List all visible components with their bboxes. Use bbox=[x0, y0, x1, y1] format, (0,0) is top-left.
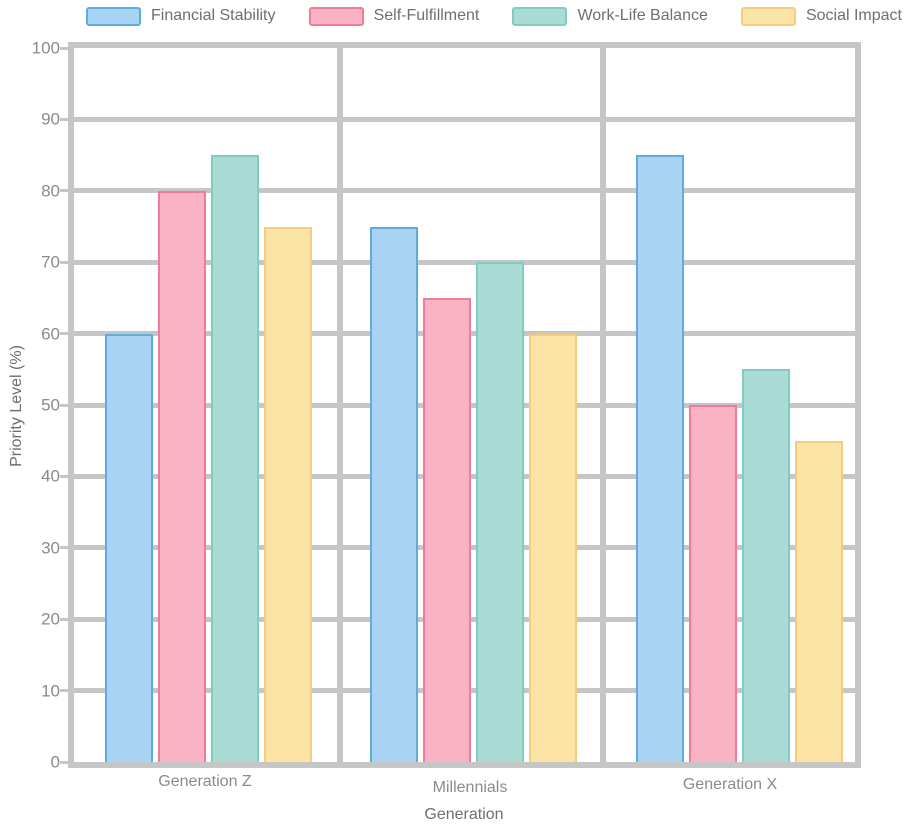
legend-swatch-work-life-balance bbox=[512, 6, 568, 26]
y-tick-label-0: 0 bbox=[50, 752, 60, 772]
bar-generation-z-work-life-balance bbox=[211, 155, 259, 762]
legend-swatch-social-impact bbox=[740, 6, 796, 26]
bar-generation-x-work-life-balance bbox=[742, 369, 790, 762]
legend-item-social-impact: Social Impact bbox=[740, 6, 902, 26]
legend-label-self-fulfillment: Self-Fulfillment bbox=[373, 7, 480, 24]
y-tick-label-100: 100 bbox=[31, 38, 60, 58]
bar-generation-x-social-impact bbox=[795, 440, 843, 762]
y-tick-label-40: 40 bbox=[41, 466, 60, 486]
legend-item-self-fulfillment: Self-Fulfillment bbox=[308, 6, 480, 26]
bar-generation-z-financial-stability bbox=[105, 333, 153, 762]
y-tick-label-10: 10 bbox=[41, 681, 60, 701]
y-tick-mark-20 bbox=[60, 617, 68, 621]
y-tick-mark-30 bbox=[60, 546, 68, 550]
y-tick-mark-50 bbox=[60, 403, 68, 407]
bar-millennials-work-life-balance bbox=[476, 262, 524, 762]
y-tick-mark-10 bbox=[60, 689, 68, 693]
bar-generation-z-self-fulfillment bbox=[158, 190, 206, 762]
y-tick-label-30: 30 bbox=[41, 538, 60, 558]
y-tick-label-90: 90 bbox=[41, 109, 60, 129]
bar-millennials-self-fulfillment bbox=[423, 297, 471, 762]
legend-item-work-life-balance: Work-Life Balance bbox=[512, 6, 708, 26]
y-tick-label-50: 50 bbox=[41, 395, 60, 415]
y-tick-mark-80 bbox=[60, 189, 68, 193]
plot-area bbox=[68, 42, 861, 768]
x-tick-label-generation-z: Generation Z bbox=[158, 773, 252, 790]
y-tick-label-70: 70 bbox=[41, 252, 60, 272]
x-tick-label-generation-x: Generation X bbox=[682, 776, 778, 793]
y-tick-mark-0 bbox=[60, 760, 68, 764]
bar-millennials-social-impact bbox=[529, 333, 577, 762]
panel-divider-2 bbox=[600, 48, 606, 762]
bar-millennials-financial-stability bbox=[370, 226, 418, 762]
y-tick-mark-70 bbox=[60, 260, 68, 264]
legend-label-social-impact: Social Impact bbox=[805, 7, 902, 24]
legend-label-work-life-balance: Work-Life Balance bbox=[577, 7, 708, 24]
gridline-90 bbox=[74, 116, 855, 122]
x-axis-title: Generation bbox=[424, 806, 504, 823]
y-tick-mark-100 bbox=[60, 46, 68, 50]
bar-generation-z-social-impact bbox=[264, 226, 312, 762]
legend-item-financial-stability: Financial Stability bbox=[86, 6, 276, 26]
gridline-70 bbox=[74, 259, 855, 265]
bar-generation-x-self-fulfillment bbox=[689, 405, 737, 762]
gridline-80 bbox=[74, 188, 855, 194]
legend: Financial Stability Self-Fulfillment Work-… bbox=[86, 3, 902, 29]
y-tick-mark-90 bbox=[60, 117, 68, 121]
y-tick-label-80: 80 bbox=[41, 181, 60, 201]
y-tick-mark-60 bbox=[60, 332, 68, 336]
y-tick-mark-40 bbox=[60, 474, 68, 478]
bar-generation-x-financial-stability bbox=[636, 155, 684, 762]
legend-label-financial-stability: Financial Stability bbox=[151, 7, 276, 24]
y-tick-label-20: 20 bbox=[41, 609, 60, 629]
legend-swatch-financial-stability bbox=[86, 6, 141, 26]
y-tick-label-60: 60 bbox=[41, 324, 60, 344]
legend-swatch-self-fulfillment bbox=[308, 6, 364, 26]
x-tick-label-millennials: Millennials bbox=[432, 779, 508, 796]
panel-divider-1 bbox=[337, 48, 343, 762]
